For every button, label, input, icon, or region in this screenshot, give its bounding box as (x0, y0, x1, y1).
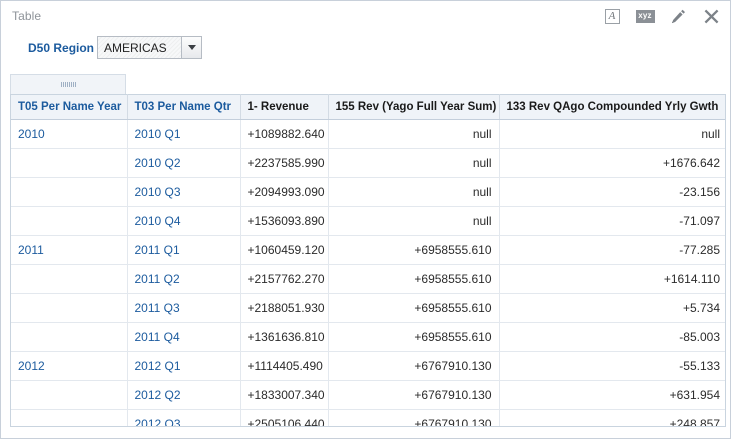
cell-year (11, 322, 128, 352)
cell-qtr[interactable]: 2011 Q3 (127, 293, 241, 323)
cell-qtr[interactable]: 2012 Q3 (127, 409, 241, 426)
cell-year (11, 177, 128, 207)
page-title: Table (12, 9, 42, 23)
cell-revenue: +2094993.090 (240, 177, 329, 207)
cell-year (11, 206, 128, 236)
cell-revenue: +1089882.640 (240, 119, 329, 149)
cell-qtr[interactable]: 2011 Q4 (127, 322, 241, 352)
table-row: 2011 Q4 +1361636.810 +6958555.610 -85.003 (11, 322, 725, 352)
table-row: 2010 Q3 +2094993.090 null -23.156 (11, 177, 725, 207)
table-body: 2010 2010 Q1 +1089882.640 null null 2010 Q2 +2… (11, 119, 725, 426)
cell-year (11, 380, 128, 410)
cell-gwth: null (499, 119, 725, 149)
grip-dots-icon (60, 82, 76, 87)
pencil-icon (671, 9, 685, 23)
table-row: 2012 Q2 +1833007.340 +6767910.130 +631.954 (11, 380, 725, 410)
column-header-per-name-year[interactable]: T05 Per Name Year (11, 94, 128, 120)
chevron-down-icon (187, 45, 196, 50)
cell-gwth: +5.734 (499, 293, 725, 323)
cell-year (11, 264, 128, 294)
cell-year[interactable]: 2011 (11, 235, 128, 265)
format-values-button[interactable]: xyz (635, 6, 655, 26)
cell-gwth: +248.857 (499, 409, 725, 426)
cell-qtr[interactable]: 2010 Q1 (127, 119, 241, 149)
cell-yago: +6958555.610 (328, 264, 500, 294)
cell-yago: +6958555.610 (328, 293, 500, 323)
cell-gwth: -77.285 (499, 235, 725, 265)
cell-revenue: +1361636.810 (240, 322, 329, 352)
cell-gwth: -23.156 (499, 177, 725, 207)
cell-qtr[interactable]: 2012 Q2 (127, 380, 241, 410)
column-header-yago-full-year-sum[interactable]: 155 Rev (Yago Full Year Sum) (328, 94, 500, 120)
column-header-qago-compounded-yrly-gwth[interactable]: 133 Rev QAgo Compounded Yrly Gwth (499, 94, 725, 120)
cell-yago: +6767910.130 (328, 409, 500, 426)
column-header-revenue[interactable]: 1- Revenue (240, 94, 329, 120)
cell-yago: null (328, 206, 500, 236)
cell-qtr[interactable]: 2010 Q2 (127, 148, 241, 178)
cell-revenue: +2157762.270 (240, 264, 329, 294)
column-header-per-name-qtr[interactable]: T03 Per Name Qtr (127, 94, 241, 120)
cell-year[interactable]: 2012 (11, 351, 128, 381)
region-select[interactable]: AMERICAS (97, 36, 202, 59)
cell-gwth: +631.954 (499, 380, 725, 410)
cell-revenue: +2188051.930 (240, 293, 329, 323)
view-header: Table A xyz (1, 1, 730, 31)
table-row: 2011 2011 Q1 +1060459.120 +6958555.610 -77.2… (11, 235, 725, 265)
cell-year[interactable]: 2010 (11, 119, 128, 149)
cell-yago: null (328, 148, 500, 178)
table-header-row: T05 Per Name Year T03 Per Name Qtr 1- Re… (11, 94, 725, 120)
cell-gwth: -55.133 (499, 351, 725, 381)
table-row: 2010 Q2 +2237585.990 null +1676.642 (11, 148, 725, 178)
cell-qtr[interactable]: 2010 Q4 (127, 206, 241, 236)
cell-revenue: +1536093.890 (240, 206, 329, 236)
cell-yago: +6767910.130 (328, 351, 500, 381)
cell-revenue: +1833007.340 (240, 380, 329, 410)
view-toolbar: A xyz (602, 6, 721, 26)
table-row: 2010 2010 Q1 +1089882.640 null null (11, 119, 725, 149)
cell-gwth: +1614.110 (499, 264, 725, 294)
cell-qtr[interactable]: 2010 Q3 (127, 177, 241, 207)
cell-gwth: +1676.642 (499, 148, 725, 178)
format-text-button[interactable]: A (602, 6, 622, 26)
cell-yago: +6958555.610 (328, 322, 500, 352)
region-select-value: AMERICAS (104, 40, 167, 55)
cell-gwth: -85.003 (499, 322, 725, 352)
region-select-arrow[interactable] (181, 37, 201, 58)
cell-qtr[interactable]: 2012 Q1 (127, 351, 241, 381)
cell-yago: +6958555.610 (328, 235, 500, 265)
remove-view-button[interactable] (701, 6, 721, 26)
cell-year (11, 148, 128, 178)
cell-yago: +6767910.130 (328, 380, 500, 410)
close-icon (704, 9, 718, 23)
cell-qtr[interactable]: 2011 Q2 (127, 264, 241, 294)
table-row: 2011 Q2 +2157762.270 +6958555.610 +1614.110 (11, 264, 725, 294)
cell-revenue: +1114405.490 (240, 351, 329, 381)
cell-year (11, 409, 128, 426)
prompt-row: D50 Region AMERICAS (1, 34, 730, 64)
cell-yago: null (328, 177, 500, 207)
table-drag-handle[interactable] (10, 74, 126, 94)
table-row: 2012 Q3 +2505106.440 +6767910.130 +248.857 (11, 409, 725, 426)
cell-revenue: +1060459.120 (240, 235, 329, 265)
table-row: 2012 2012 Q1 +1114405.490 +6767910.130 -55.1… (11, 351, 725, 381)
cell-yago: null (328, 119, 500, 149)
edit-view-button[interactable] (668, 6, 688, 26)
table-row: 2010 Q4 +1536093.890 null -71.097 (11, 206, 725, 236)
cell-year (11, 293, 128, 323)
cell-gwth: -71.097 (499, 206, 725, 236)
pivot-table: T05 Per Name Year T03 Per Name Qtr 1- Re… (11, 94, 725, 426)
cell-revenue: +2237585.990 (240, 148, 329, 178)
format-values-icon: xyz (635, 9, 655, 23)
region-prompt-label: D50 Region (28, 41, 95, 55)
cell-revenue: +2505106.440 (240, 409, 329, 426)
cell-qtr[interactable]: 2011 Q1 (127, 235, 241, 265)
table-scroll-area: T05 Per Name Year T03 Per Name Qtr 1- Re… (10, 94, 726, 427)
format-text-icon: A (604, 8, 620, 24)
table-row: 2011 Q3 +2188051.930 +6958555.610 +5.734 (11, 293, 725, 323)
